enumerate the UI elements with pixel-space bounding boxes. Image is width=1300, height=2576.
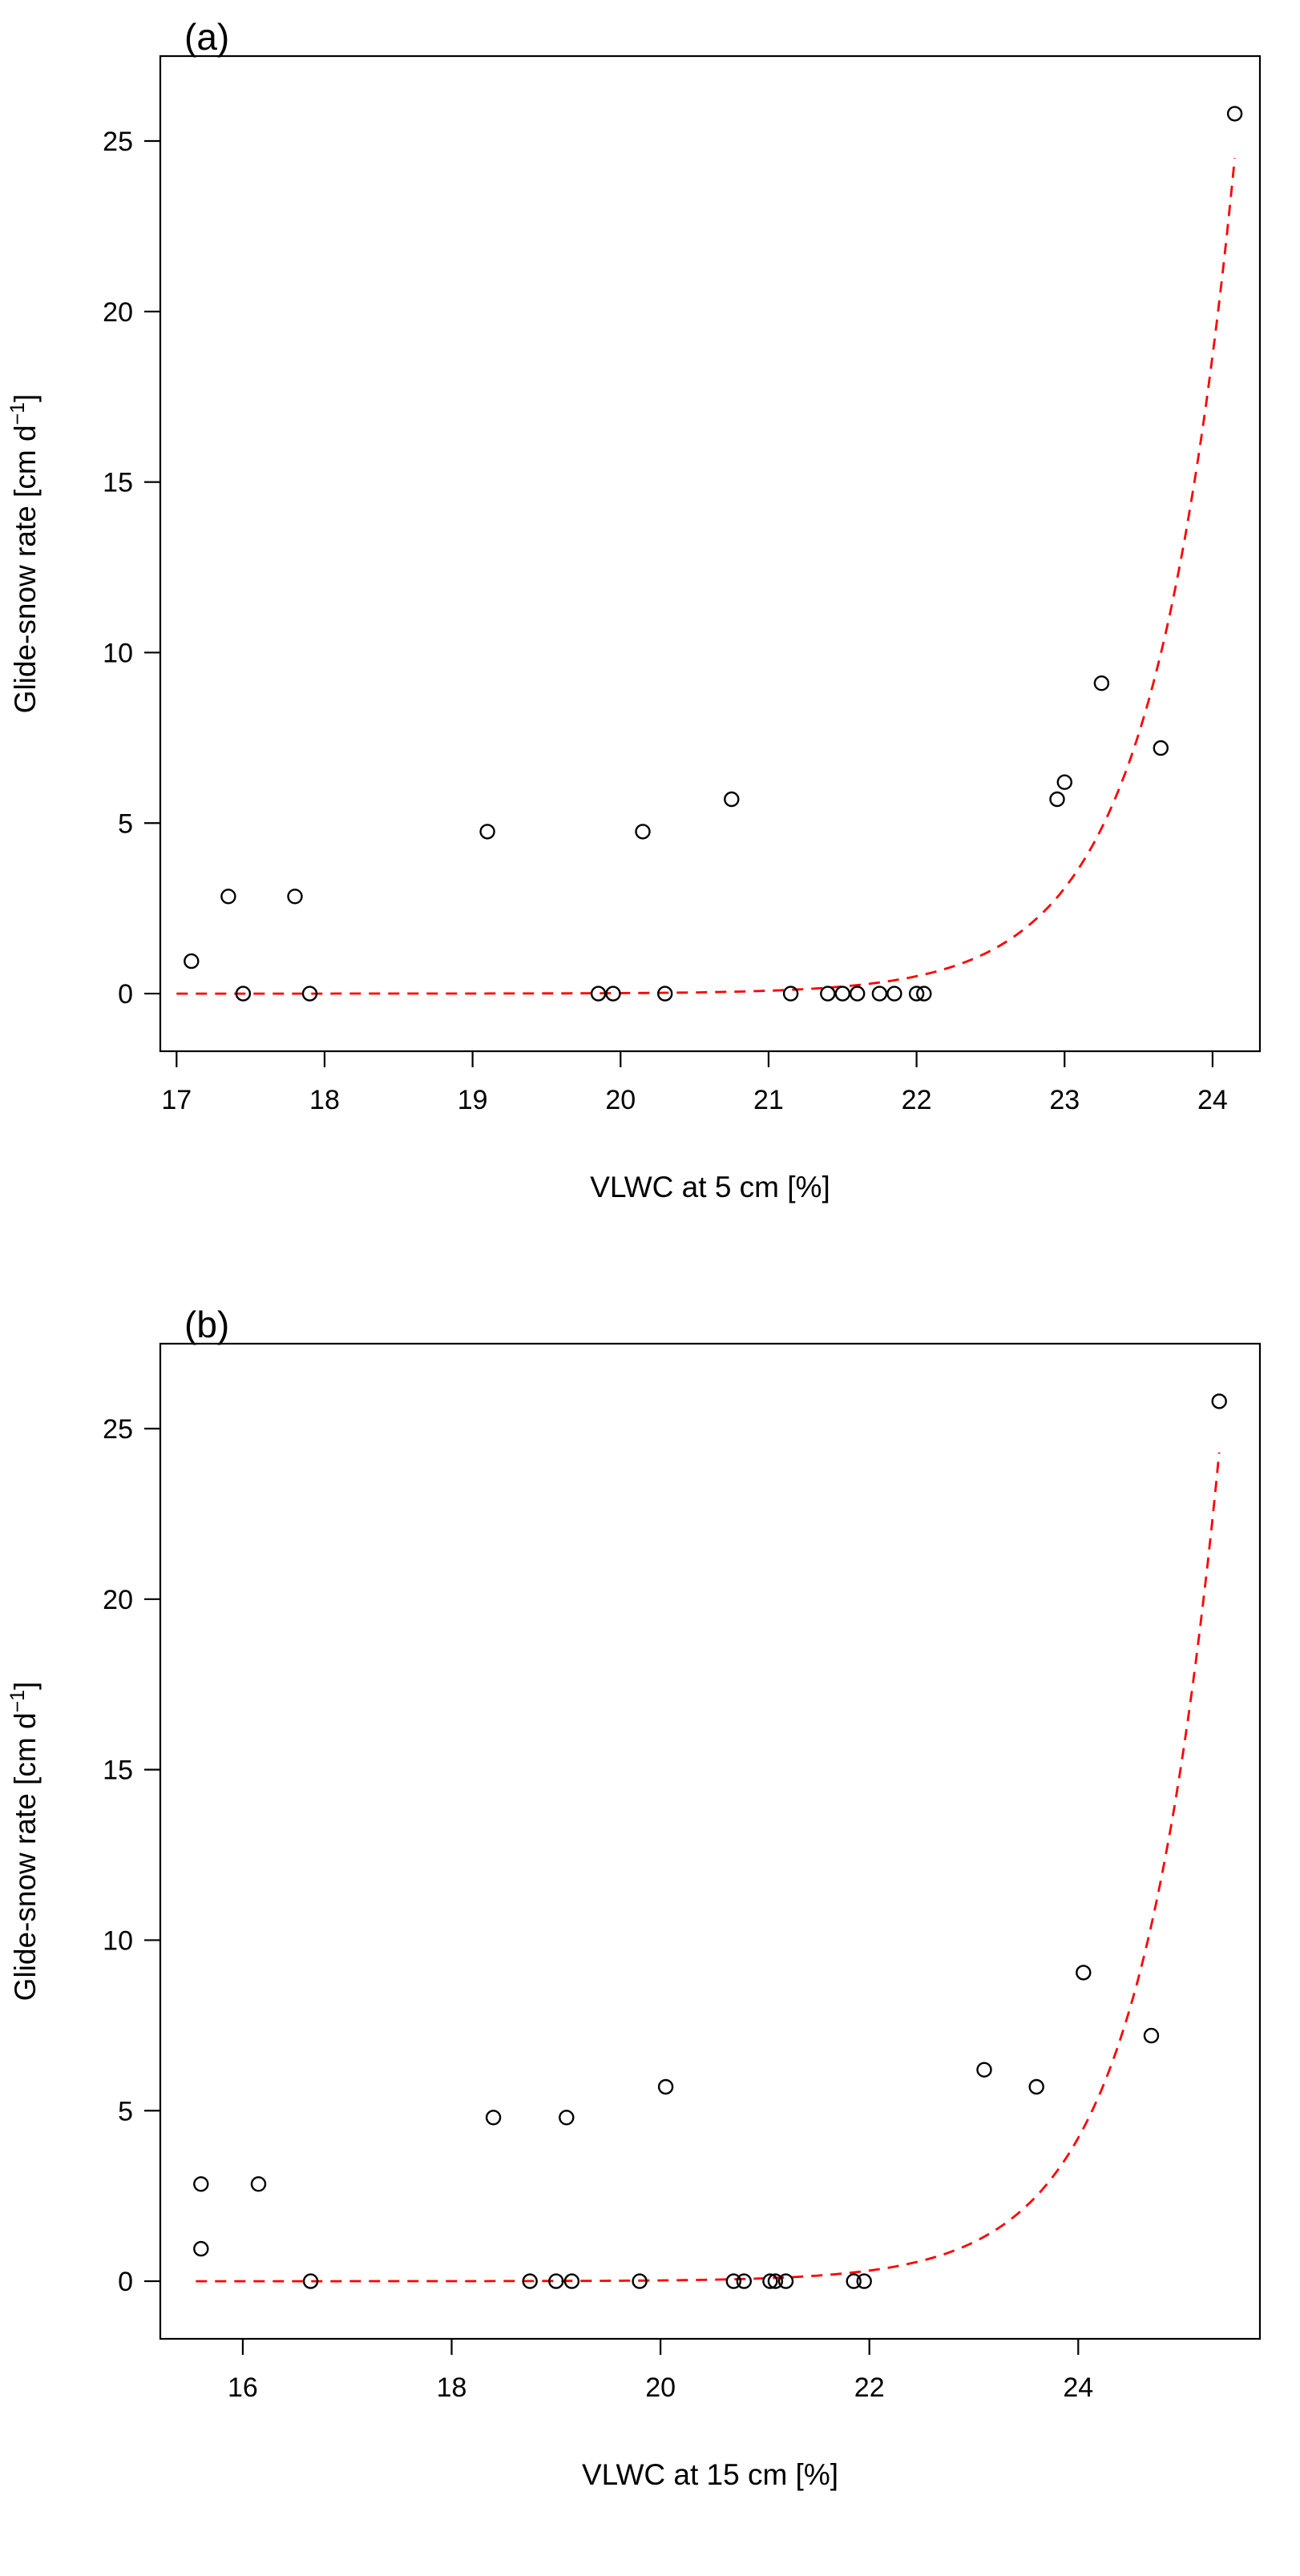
data-point [657, 2078, 674, 2095]
x-tick-label: 21 [753, 1085, 784, 1115]
data-point [1056, 774, 1073, 790]
y-tick-label: 20 [103, 297, 133, 328]
data-point [302, 2273, 319, 2289]
data-point [724, 791, 740, 808]
y-tick-label: 10 [103, 638, 133, 668]
data-point [908, 986, 925, 1002]
y-tick-label: 0 [118, 2267, 133, 2297]
x-tick-label: 18 [309, 1085, 340, 1115]
data-point [250, 2176, 267, 2192]
data-point [193, 2240, 209, 2257]
y-tick-label: 5 [118, 808, 133, 839]
plot-area-b: 16 18 20 22 24 0 5 10 15 20 25 [103, 1342, 1262, 2403]
x-tick-label: 18 [437, 2372, 467, 2403]
y-tick-label: 0 [118, 979, 133, 1010]
data-point [767, 2273, 784, 2289]
panel-a-label: (a) [184, 16, 229, 58]
data-point [563, 2273, 580, 2289]
data-point [1153, 740, 1169, 756]
data-point [916, 986, 932, 1002]
data-point [1211, 1393, 1227, 1409]
data-point [605, 986, 621, 1002]
data-point [886, 986, 902, 1002]
fit-curve [176, 158, 1236, 995]
data-point [1143, 2027, 1160, 2044]
x-tick-label: 22 [902, 1085, 932, 1115]
y-tick-label: 15 [103, 1756, 133, 1786]
data-point [235, 986, 252, 1002]
y-axis-label-a: Glide-snow rate [cm d−1] [6, 394, 42, 714]
data-point [777, 2273, 794, 2289]
data-point [1049, 791, 1065, 808]
data-point [632, 2273, 648, 2289]
plot-box [159, 1342, 1262, 2340]
data-point [762, 2273, 778, 2289]
x-tick-label: 24 [1197, 1085, 1228, 1115]
data-point [184, 953, 200, 970]
x-axis-label-a: VLWC at 5 cm [%] [590, 1171, 830, 1203]
fit-curve [196, 1452, 1221, 2283]
data-point [1076, 1965, 1092, 1981]
data-point [220, 889, 236, 905]
data-point [485, 2110, 502, 2126]
x-tick-label: 16 [228, 2372, 258, 2403]
y-tick-label: 25 [103, 127, 133, 157]
data-point [635, 824, 651, 840]
x-tick-label: 24 [1063, 2372, 1093, 2403]
x-tick-label: 17 [161, 1085, 192, 1115]
data-point [559, 2110, 575, 2126]
x-axis-label-b: VLWC at 15 cm [%] [582, 2458, 838, 2491]
data-point [1028, 2078, 1044, 2095]
y-tick-label: 5 [118, 2096, 133, 2127]
y-tick-label: 15 [103, 468, 133, 498]
y-axis-label-b: Glide-snow rate [cm d−1] [6, 1682, 42, 2002]
data-point [834, 986, 851, 1002]
y-tick-label: 25 [103, 1414, 133, 1445]
chart-panel-a: 17 18 19 20 21 22 23 24 0 5 10 15 20 25 (a) VLWC at 5… [6, 16, 1262, 1203]
plot-area-a: 17 18 19 20 21 22 23 24 0 5 10 15 20 25 [103, 54, 1262, 1115]
data-point [976, 2062, 992, 2078]
chart-panel-b: 16 18 20 22 24 0 5 10 15 20 25 (b) VLWC at 15 cm [… [6, 1304, 1262, 2491]
data-point [657, 986, 673, 1002]
data-point [736, 2273, 752, 2289]
y-tick-label: 20 [103, 1585, 133, 1615]
x-tick-label: 20 [605, 1085, 636, 1115]
data-point [782, 986, 799, 1002]
x-tick-label: 20 [645, 2372, 676, 2403]
data-point [193, 2176, 209, 2192]
data-point [849, 986, 866, 1002]
data-point [287, 889, 303, 905]
plot-box [159, 54, 1262, 1053]
data-point [548, 2273, 564, 2289]
data-point [856, 2273, 872, 2289]
data-point [590, 986, 607, 1002]
x-tick-label: 19 [458, 1085, 488, 1115]
data-point [301, 986, 318, 1002]
data-point [820, 986, 836, 1002]
data-point [846, 2273, 862, 2289]
data-point [1093, 675, 1110, 691]
data-point [871, 986, 888, 1002]
y-tick-label: 10 [103, 1925, 133, 1956]
x-tick-label: 23 [1049, 1085, 1080, 1115]
x-tick-label: 22 [854, 2372, 885, 2403]
data-point [479, 824, 495, 840]
data-point [1226, 106, 1243, 122]
data-point [522, 2273, 538, 2289]
panel-b-label: (b) [184, 1304, 229, 1345]
data-point [725, 2273, 741, 2289]
